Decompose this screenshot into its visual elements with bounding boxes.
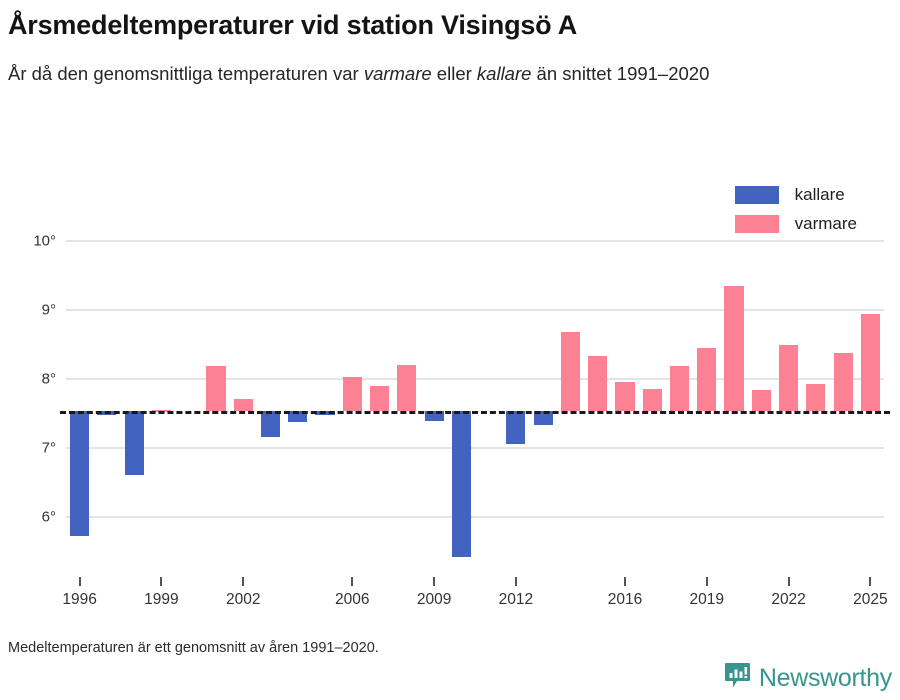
gridline-7 (66, 446, 884, 449)
subtitle-emphasis-kallare: kallare (476, 63, 532, 84)
legend-item-kallare[interactable]: kallare (731, 184, 860, 206)
gridline-9 (66, 308, 884, 311)
bar-2004[interactable] (288, 411, 308, 423)
bar-2020[interactable] (724, 285, 744, 412)
legend-item-varmare[interactable]: varmare (731, 213, 860, 235)
legend-label-varmare: varmare (794, 214, 857, 233)
chart-header: Årsmedeltemperaturer vid station Visings… (8, 8, 892, 88)
x-axis-tick-2002 (242, 577, 245, 586)
y-axis-label-6: 6° (41, 508, 56, 526)
x-axis-label-2019: 2019 (689, 591, 725, 608)
chart-footnote: Medeltemperaturen är ett genomsnitt av å… (8, 640, 379, 656)
y-axis-label-9: 9° (41, 301, 56, 319)
chart-gridlines (0, 175, 900, 630)
x-axis-label-2022: 2022 (771, 591, 806, 608)
bar-2003[interactable] (260, 411, 281, 438)
bar-2024[interactable] (833, 352, 853, 412)
x-axis-tick-2012 (514, 577, 517, 586)
x-axis-label-1999: 1999 (144, 591, 179, 608)
chart-x-axis: 1996 1999 2002 2006 2009 2012 2016 2019 2022 2025 (0, 175, 900, 630)
bar-1996[interactable] (70, 411, 90, 537)
bar-2019[interactable] (697, 347, 717, 412)
bar-2025[interactable] (860, 313, 880, 412)
chart-subtitle: År då den genomsnittliga temperaturen va… (8, 59, 838, 88)
bar-2002[interactable] (233, 398, 253, 412)
x-axis-tick-2016 (623, 577, 626, 586)
bar-2009[interactable] (424, 411, 444, 421)
bar-2010[interactable] (451, 411, 471, 557)
page-title: Årsmedeltemperaturer vid station Visings… (8, 10, 578, 40)
gridline-8 (66, 377, 884, 380)
x-axis-label-1996: 1996 (62, 591, 97, 608)
x-axis-tick-1999 (160, 577, 163, 586)
x-axis-label-2012: 2012 (498, 591, 534, 608)
chart-bars (0, 175, 900, 630)
x-axis-label-2009: 2009 (416, 591, 452, 608)
bar-2022[interactable] (779, 344, 799, 412)
bar-2008[interactable] (397, 364, 417, 412)
y-axis-label-8: 8° (41, 370, 56, 388)
bar-2018[interactable] (669, 365, 690, 412)
x-axis-label-2002: 2002 (225, 591, 261, 608)
subtitle-text-2: eller (431, 63, 477, 84)
gridline-10 (66, 239, 884, 242)
x-axis-tick-2019 (705, 577, 708, 586)
x-axis-tick-2025 (869, 577, 872, 586)
brand-logo[interactable]: Newsworthy (724, 662, 892, 694)
newsworthy-bar-chart-bubble-icon (724, 662, 751, 694)
subtitle-emphasis-varmare: varmare (363, 63, 432, 84)
bar-2023[interactable] (806, 384, 826, 412)
x-axis-tick-2022 (787, 577, 790, 586)
bar-2001[interactable] (206, 365, 226, 412)
y-axis-label-10: 10° (33, 232, 56, 250)
bar-2006[interactable] (342, 377, 362, 412)
x-axis-label-2006: 2006 (335, 591, 370, 608)
y-axis-label-7: 7° (41, 439, 56, 457)
legend-swatch-varmare (734, 215, 779, 233)
bar-2014[interactable] (560, 331, 580, 412)
bar-2013[interactable] (533, 411, 553, 425)
x-axis-label-2025: 2025 (853, 591, 888, 608)
bar-2015[interactable] (588, 355, 608, 412)
subtitle-text-3: än snittet 1991–2020 (531, 63, 710, 84)
chart-plot-area: 6° 7° 8° 9° 10° 1996 1999 2002 2006 2009 2012 2016… (0, 175, 900, 630)
x-axis-tick-2006 (351, 577, 354, 586)
bar-2007[interactable] (370, 386, 390, 412)
bar-2012[interactable] (506, 411, 526, 445)
bar-2017[interactable] (642, 389, 662, 412)
x-axis-tick-2009 (433, 577, 436, 586)
brand-name: Newsworthy (758, 663, 892, 692)
legend-swatch-kallare (734, 186, 779, 204)
subtitle-text-1: År då den genomsnittliga temperaturen va… (8, 63, 364, 84)
bar-2016[interactable] (615, 381, 635, 412)
gridline-6 (66, 515, 884, 518)
bar-2021[interactable] (751, 389, 771, 412)
bar-1998[interactable] (124, 411, 144, 476)
x-axis-label-2016: 2016 (607, 591, 643, 608)
legend-label-kallare: kallare (794, 185, 845, 204)
chart-legend: kallare varmare (731, 184, 860, 235)
chart-y-axis: 6° 7° 8° 9° 10° (0, 175, 900, 630)
x-axis-tick-1996 (78, 577, 81, 586)
baseline-average-line (60, 411, 890, 415)
